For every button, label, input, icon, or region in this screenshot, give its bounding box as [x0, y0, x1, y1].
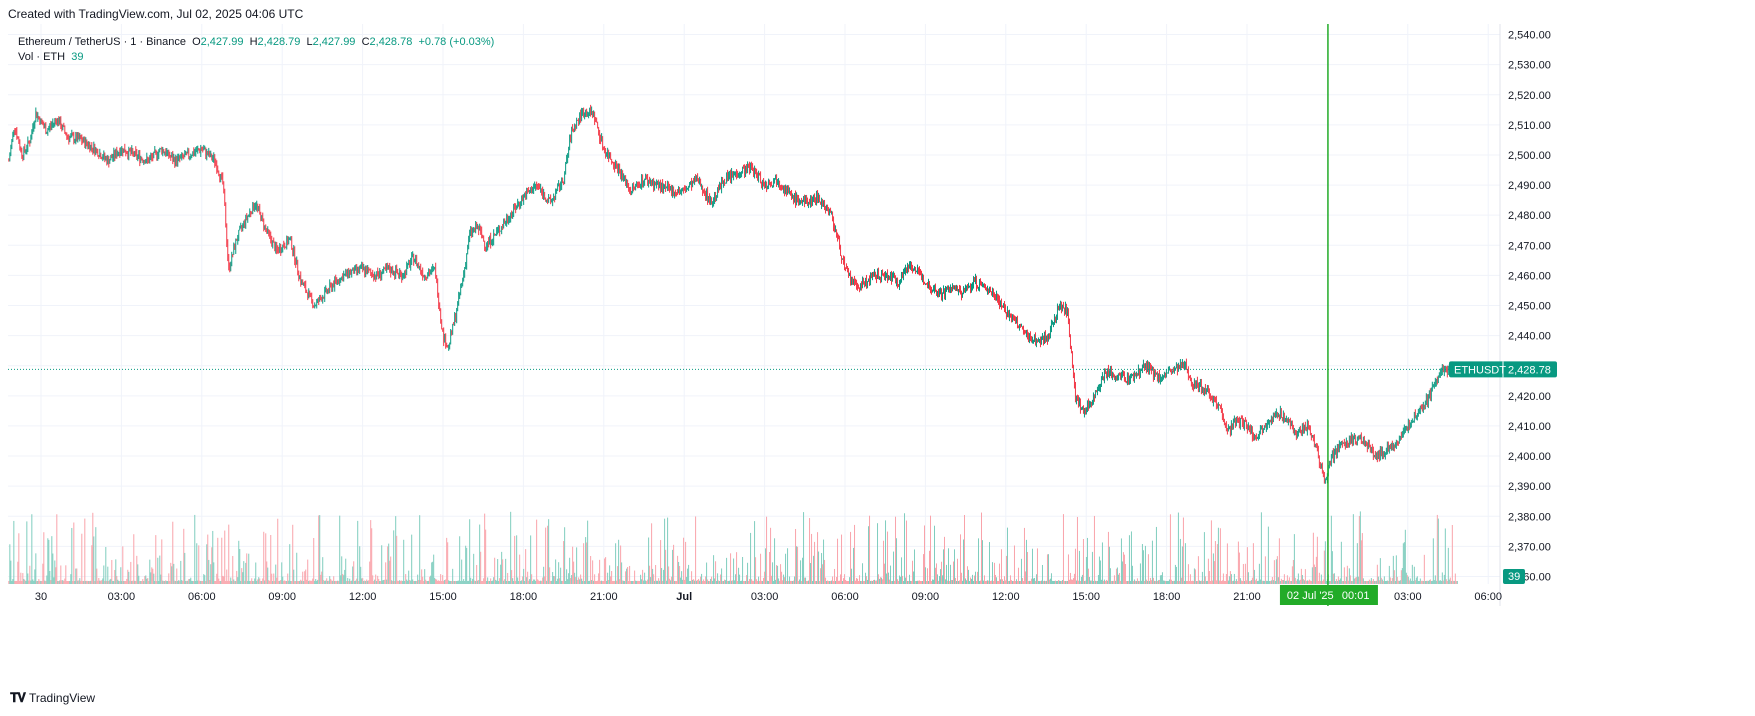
crosshair-label-date: 02 Jul '25 [1287, 590, 1334, 602]
time-tick-label: 03:00 [751, 591, 779, 603]
price-axis[interactable]: 2,540.00 2,530.00 2,520.00 2,510.00 2,500.00… [1499, 24, 1551, 606]
price-tick-label: 2,490.00 [1508, 180, 1551, 192]
time-tick-label: 15:00 [429, 591, 457, 603]
price-tag-value: 2,428.78 [1508, 364, 1551, 376]
price-tick-label: 2,390.00 [1508, 481, 1551, 493]
volume-tag-value: 39 [1508, 571, 1520, 583]
candlestick-series [8, 104, 1458, 484]
time-axis[interactable]: 30 03:00 06:00 09:00 12:00 15:00 18:00 21:00 Jul… [35, 591, 1502, 603]
legend-change: +0.78 (+0.03%) [418, 36, 495, 48]
legend-low-label: L [306, 36, 313, 48]
time-tick-label: 09:00 [268, 591, 296, 603]
time-tick-label: 18:00 [510, 591, 538, 603]
price-tick-label: 2,530.00 [1508, 60, 1551, 72]
chart-legend: Ethereum / TetherUS · 1 · Binance O2,427… [18, 35, 494, 65]
price-tick-label: 2,510.00 [1508, 120, 1551, 132]
price-tick-label: 2,400.00 [1508, 451, 1551, 463]
time-tick-label: 06:00 [188, 591, 216, 603]
created-caption: Created with TradingView.com, Jul 02, 20… [8, 7, 304, 21]
time-tick-label: 09:00 [912, 591, 940, 603]
time-tick-label: 15:00 [1072, 591, 1100, 603]
legend-open-value: 2,427.99 [200, 36, 244, 48]
price-tick-label: 2,460.00 [1508, 270, 1551, 282]
volume-tag: 39 [1503, 569, 1525, 584]
time-tick-label: 06:00 [1474, 591, 1502, 603]
legend-close-label: C [361, 36, 370, 48]
price-tick-label: 2,520.00 [1508, 90, 1551, 102]
time-tick-label: 03:00 [1394, 591, 1422, 603]
crosshair-label-bg [1279, 585, 1378, 605]
crosshair-time-label: 02 Jul '25 00:01 [1279, 585, 1378, 605]
time-tick-label: Jul [676, 591, 692, 603]
grid-lines [8, 24, 1500, 584]
price-tick-label: 2,410.00 [1508, 421, 1551, 433]
time-tick-label: 12:00 [349, 591, 377, 603]
time-tick-label: 06:00 [831, 591, 859, 603]
price-tick-label: 2,420.00 [1508, 391, 1551, 403]
time-tick-label: 12:00 [992, 591, 1020, 603]
legend-open-label: O [192, 36, 201, 48]
price-tag: ETHUSDT 2,428.78 [1449, 361, 1557, 378]
price-tick-label: 2,440.00 [1508, 331, 1551, 343]
price-tick-label: 2,540.00 [1508, 30, 1551, 42]
legend-symbol[interactable]: Ethereum / TetherUS · 1 · Binance [18, 36, 186, 48]
time-tick-label: 21:00 [1233, 591, 1261, 603]
time-tick-label: 30 [35, 591, 47, 603]
legend-low-value: 2,427.99 [312, 36, 356, 48]
price-tick-label: 2,380.00 [1508, 511, 1551, 523]
legend-high-value: 2,428.79 [257, 36, 301, 48]
volume-histogram [8, 511, 1458, 584]
legend-volume-row: Vol · ETH 39 [18, 50, 494, 65]
crosshair-label-time: 00:01 [1342, 590, 1370, 602]
price-tick-label: 2,450.00 [1508, 301, 1551, 313]
legend-volume-value: 39 [71, 51, 84, 63]
time-tick-label: 03:00 [108, 591, 136, 603]
legend-ohlc-row: Ethereum / TetherUS · 1 · Binance O2,427… [18, 35, 494, 50]
legend-volume-label[interactable]: Vol · ETH [18, 51, 66, 63]
footer-brand[interactable]: 𝐓𝐕 TradingView [10, 690, 95, 706]
tradingview-logo-icon: 𝐓𝐕 [10, 690, 26, 705]
footer-brand-text: TradingView [29, 691, 96, 705]
price-tick-label: 2,470.00 [1508, 240, 1551, 252]
price-tick-label: 2,480.00 [1508, 210, 1551, 222]
price-tag-symbol: ETHUSDT [1454, 364, 1506, 376]
time-tick-label: 21:00 [590, 591, 618, 603]
time-tick-label: 18:00 [1153, 591, 1181, 603]
volume-tag-bg [1503, 569, 1525, 584]
price-tick-label: 2,500.00 [1508, 150, 1551, 162]
legend-close-value: 2,428.78 [369, 36, 413, 48]
legend-high-label: H [249, 36, 258, 48]
price-tick-label: 2,370.00 [1508, 541, 1551, 553]
